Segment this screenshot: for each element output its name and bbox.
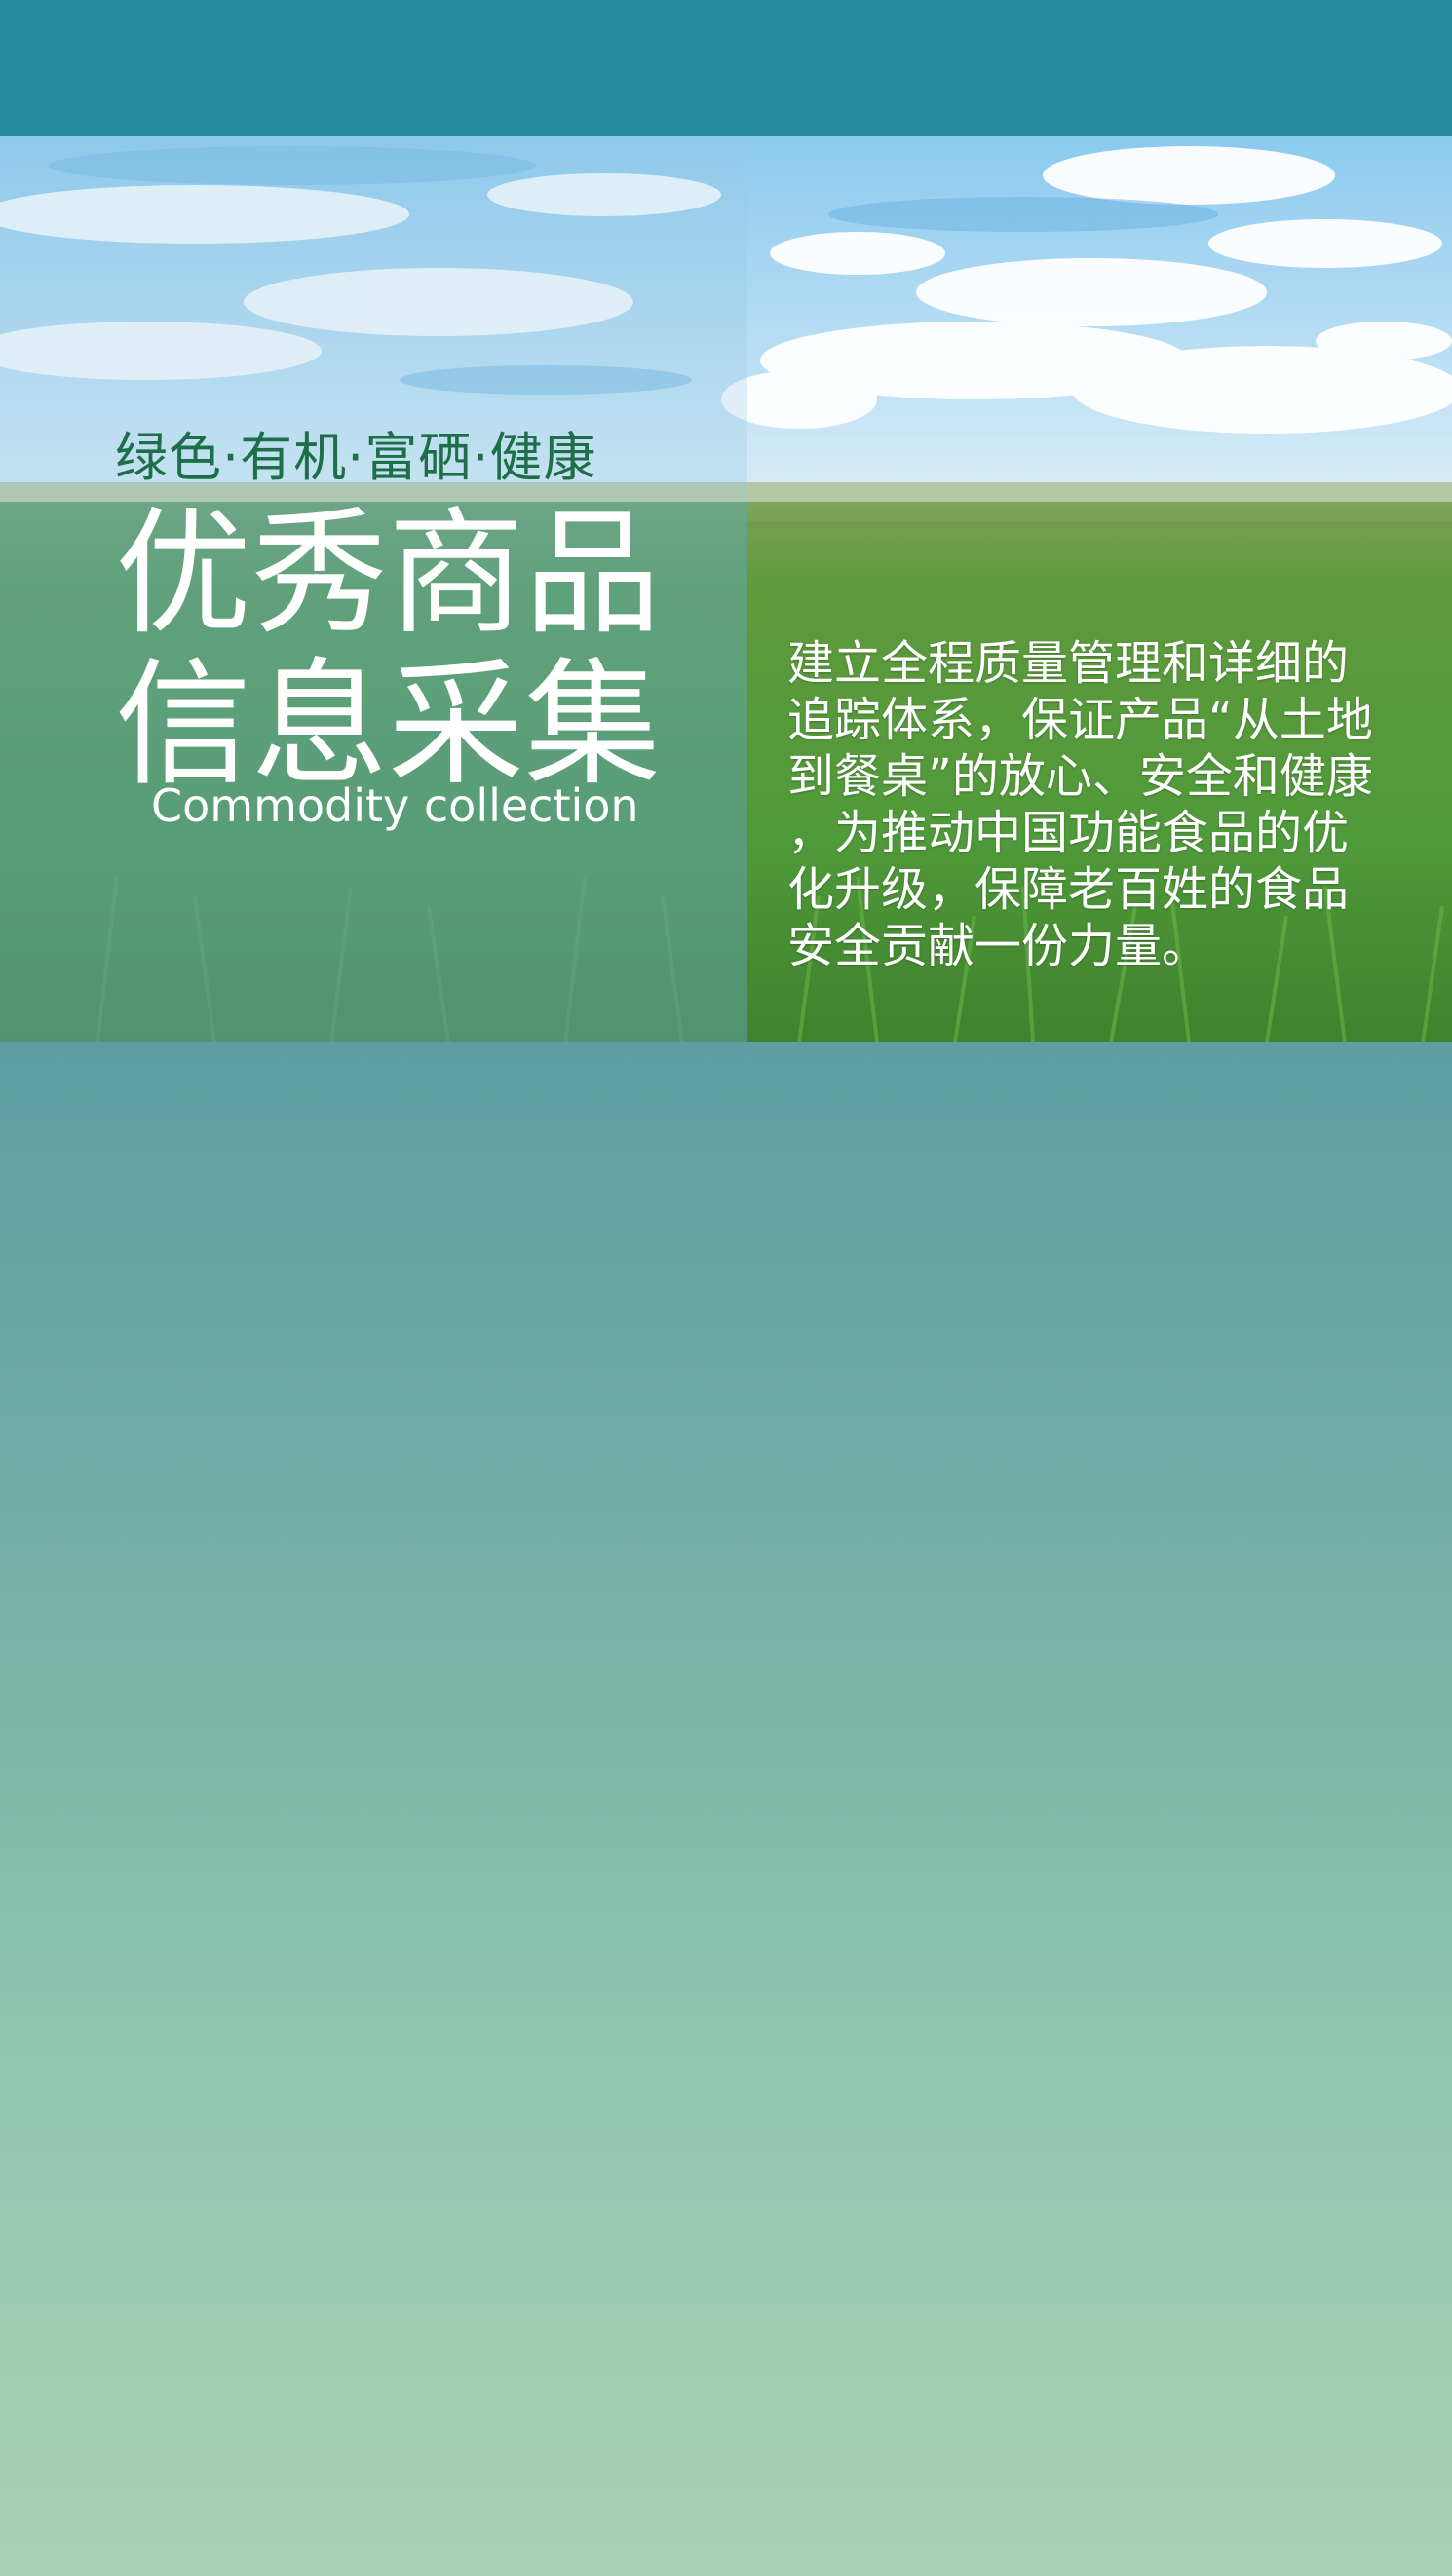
hero-left-translucent-panel xyxy=(0,136,747,1042)
top-bar xyxy=(0,0,1452,136)
description-line: 化升级，保障老百姓的食品 xyxy=(787,862,1350,917)
description-line: ，为推动中国功能食品的优 xyxy=(787,806,1350,860)
description-paragraph: 建立全程质量管理和详细的 追踪体系，保证产品“从土地 到餐桌”的放心、安全和健康… xyxy=(787,635,1392,974)
english-subtitle: Commodity collection xyxy=(151,779,639,832)
page-title-line-2: 信息采集 xyxy=(115,646,662,805)
tagline: 绿色·有机·富硒·健康 xyxy=(115,427,597,488)
hero-banner: 绿色·有机·富硒·健康 优秀商品 信息采集 Commodity collecti… xyxy=(0,136,1452,1042)
description-line: 安全贡献一份力量。 xyxy=(787,919,1209,973)
description-line: 建立全程质量管理和详细的 xyxy=(787,636,1350,691)
description-line: 到餐桌”的放心、安全和健康 xyxy=(787,749,1373,804)
description-line: 追踪体系，保证产品“从土地 xyxy=(787,693,1373,747)
page-title-line-1: 优秀商品 xyxy=(115,495,662,654)
gradient-background-area xyxy=(0,1042,1452,2576)
grassland-landscape-image xyxy=(0,136,1452,1042)
